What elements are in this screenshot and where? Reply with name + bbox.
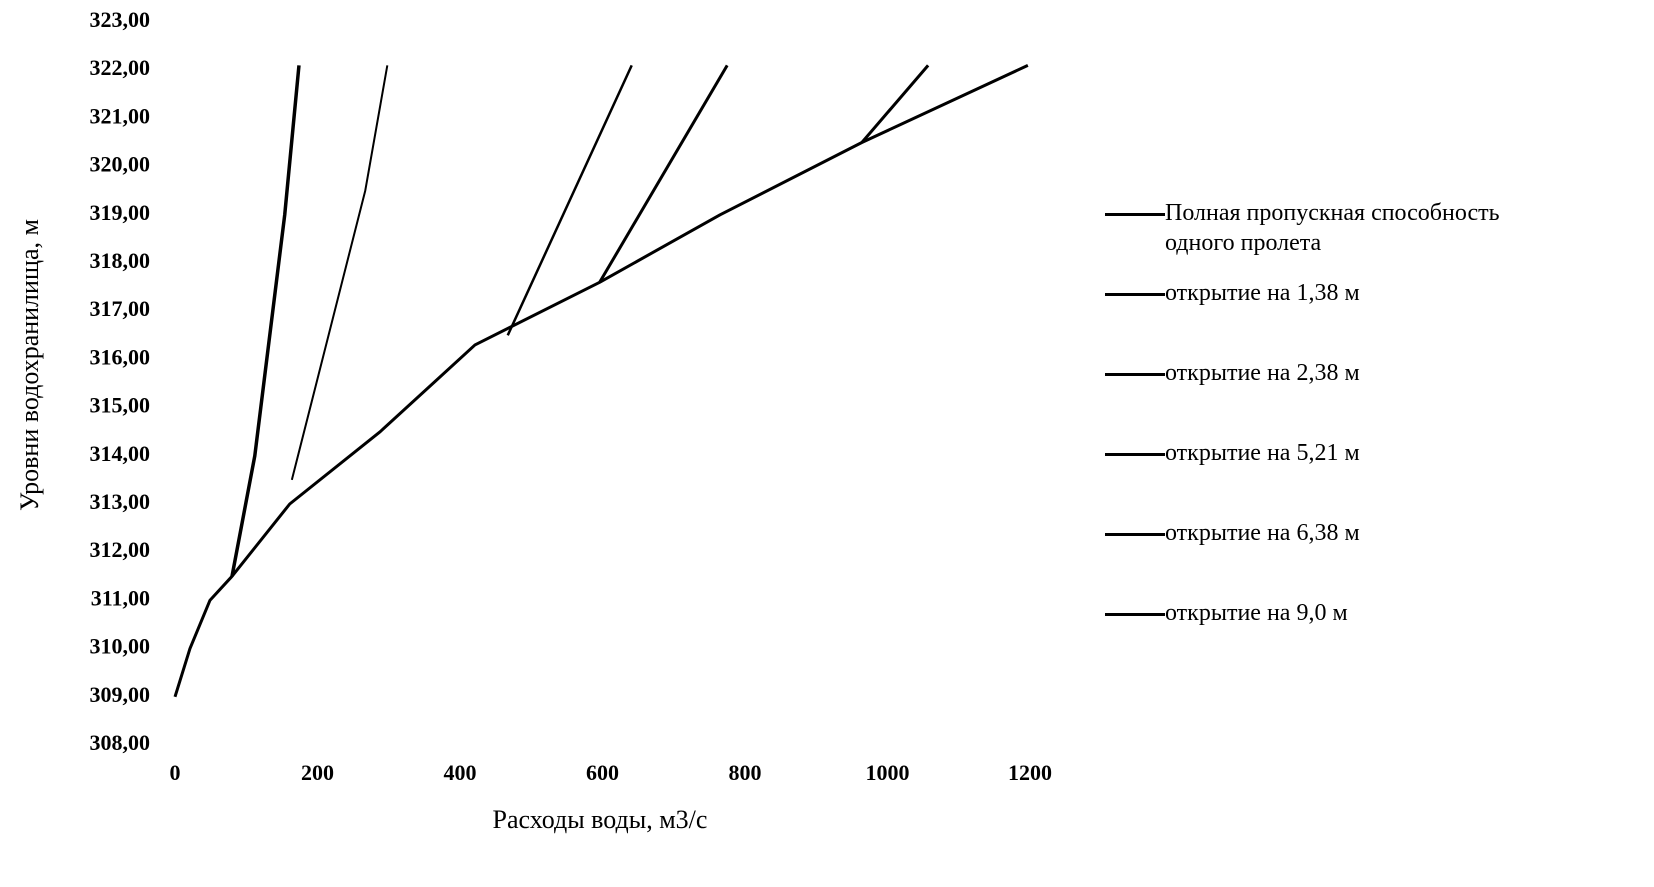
y-tick-label: 317,00 bbox=[90, 296, 151, 321]
legend: Полная пропускная способность одного про… bbox=[1105, 198, 1565, 678]
legend-entry: открытие на 9,0 м bbox=[1105, 598, 1565, 678]
x-tick-label: 0 bbox=[170, 760, 181, 785]
legend-entry: открытие на 2,38 м bbox=[1105, 358, 1565, 438]
legend-label: Полная пропускная способность одного про… bbox=[1165, 200, 1500, 256]
y-tick-label: 308,00 bbox=[90, 730, 151, 755]
y-tick-label: 310,00 bbox=[90, 634, 151, 659]
legend-label: открытие на 5,21 м bbox=[1165, 440, 1360, 466]
legend-label: открытие на 9,0 м bbox=[1165, 600, 1348, 626]
x-tick-label: 1200 bbox=[1008, 760, 1052, 785]
x-tick-label: 1000 bbox=[866, 760, 910, 785]
series-line bbox=[230, 65, 301, 577]
x-axis-title: Расходы воды, м3/с bbox=[493, 805, 708, 834]
x-tick-label: 400 bbox=[444, 760, 477, 785]
series-line bbox=[598, 64, 729, 284]
y-tick-label: 322,00 bbox=[90, 55, 151, 80]
legend-swatch bbox=[1105, 533, 1165, 536]
legend-swatch bbox=[1105, 293, 1165, 296]
y-tick-label: 319,00 bbox=[90, 200, 151, 225]
legend-swatch bbox=[1105, 453, 1165, 456]
y-tick-label: 311,00 bbox=[91, 585, 150, 610]
legend-swatch bbox=[1105, 213, 1165, 216]
y-tick-label: 316,00 bbox=[90, 344, 151, 369]
x-tick-label: 600 bbox=[586, 760, 619, 785]
x-tick-label: 200 bbox=[301, 760, 334, 785]
series-line bbox=[506, 64, 633, 336]
x-tick-label: 800 bbox=[729, 760, 762, 785]
legend-swatch bbox=[1105, 613, 1165, 616]
y-axis-title: Уровни водохранилища, м bbox=[15, 219, 44, 511]
series-line bbox=[860, 64, 930, 144]
y-tick-label: 313,00 bbox=[90, 489, 151, 514]
legend-entry: Полная пропускная способность одного про… bbox=[1105, 198, 1565, 278]
legend-entry: открытие на 1,38 м bbox=[1105, 278, 1565, 358]
y-tick-label: 314,00 bbox=[90, 441, 151, 466]
legend-entry: открытие на 5,21 м bbox=[1105, 438, 1565, 518]
series-line bbox=[290, 65, 389, 481]
legend-swatch bbox=[1105, 373, 1165, 376]
legend-label: открытие на 6,38 м bbox=[1165, 520, 1360, 546]
legend-entry: открытие на 6,38 м bbox=[1105, 518, 1565, 598]
y-tick-label: 312,00 bbox=[90, 537, 151, 562]
y-tick-label: 320,00 bbox=[90, 152, 151, 177]
y-tick-label: 323,00 bbox=[90, 7, 151, 32]
y-tick-label: 321,00 bbox=[90, 103, 151, 128]
y-tick-label: 315,00 bbox=[90, 393, 151, 418]
y-tick-label: 309,00 bbox=[90, 682, 151, 707]
series-line bbox=[173, 64, 1029, 698]
legend-label: открытие на 2,38 м bbox=[1165, 360, 1360, 386]
legend-label: открытие на 1,38 м bbox=[1165, 280, 1360, 306]
y-tick-label: 318,00 bbox=[90, 248, 151, 273]
